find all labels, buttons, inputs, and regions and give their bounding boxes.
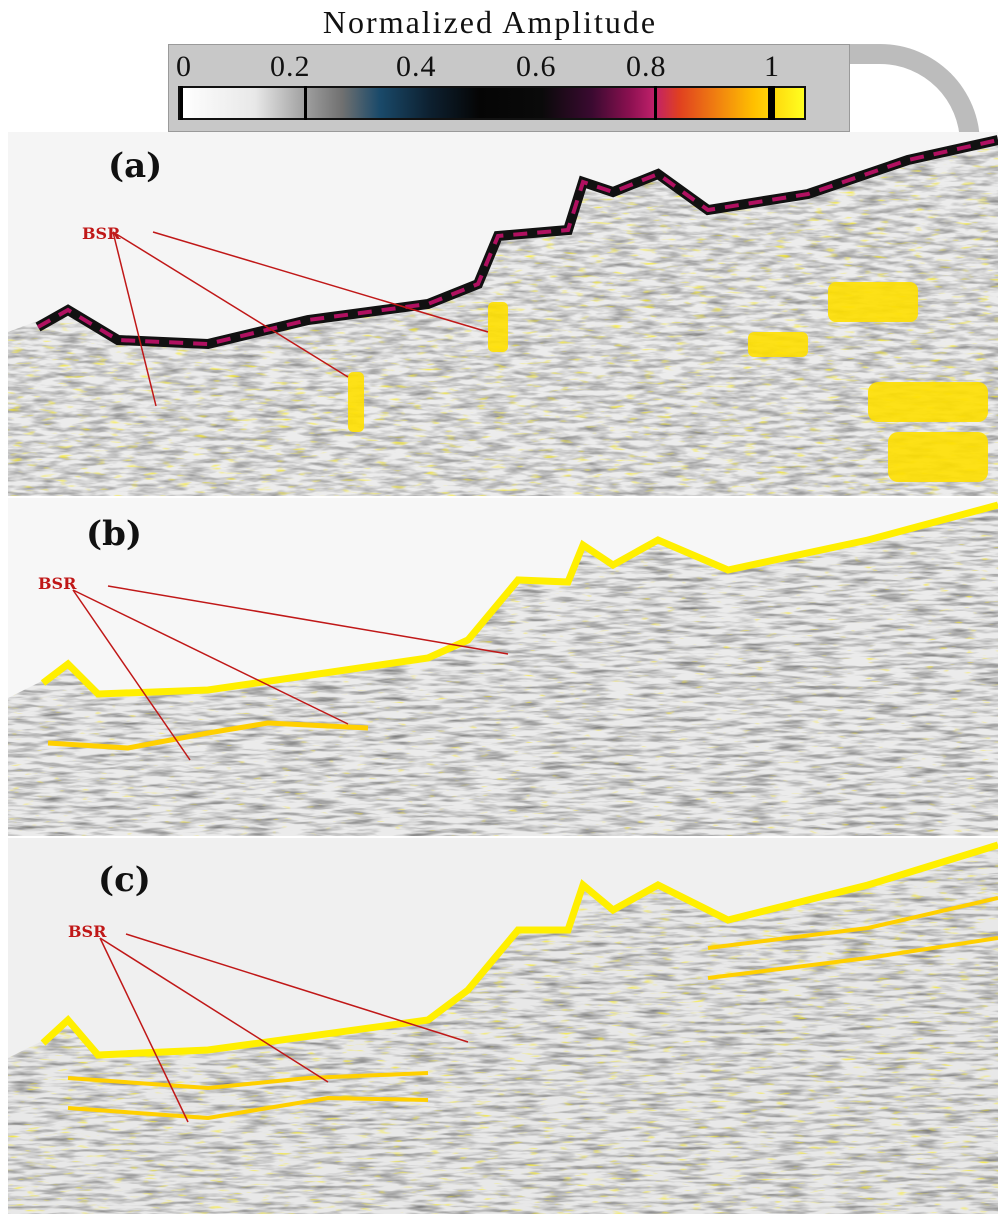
colorbar-tick-mark xyxy=(768,86,775,120)
bsr-arrows xyxy=(72,585,509,761)
colorbar-tick-label: 0.4 xyxy=(396,50,437,83)
seismic-panel-a: (a) BSR xyxy=(8,132,998,496)
colorbar-tick-label: 0.6 xyxy=(516,50,557,83)
panel-label-a: (a) xyxy=(108,146,163,186)
colorbar-tick-label: 0 xyxy=(176,50,192,83)
bsr-annotation-a: BSR xyxy=(82,224,121,243)
panel-label-c: (c) xyxy=(98,860,151,900)
seismic-panel-c: (c) BSR xyxy=(8,838,998,1214)
seismic-image-c xyxy=(8,838,998,1214)
colorbar-tick-mark xyxy=(304,86,307,120)
panel-label-b: (b) xyxy=(86,514,142,554)
bsr-arrows xyxy=(112,231,489,407)
colorbar-tick-mark xyxy=(180,86,183,120)
seismic-image-b xyxy=(8,498,998,836)
bsr-annotation-b: BSR xyxy=(38,574,77,593)
bsr-annotation-c: BSR xyxy=(68,922,107,941)
colorbar-tick-mark xyxy=(654,86,657,120)
colorbar-tick-label: 0.8 xyxy=(626,50,667,83)
colorbar-title: Normalized Amplitude xyxy=(322,4,658,40)
colorbar-tick-label: 1 xyxy=(764,50,780,83)
colorbar-tick-label: 0.2 xyxy=(270,50,311,83)
bsr-arrows xyxy=(99,933,469,1123)
seismic-panel-b: (b) BSR xyxy=(8,498,998,836)
seismic-image-a xyxy=(8,132,998,496)
colorbar-gradient xyxy=(178,86,806,120)
